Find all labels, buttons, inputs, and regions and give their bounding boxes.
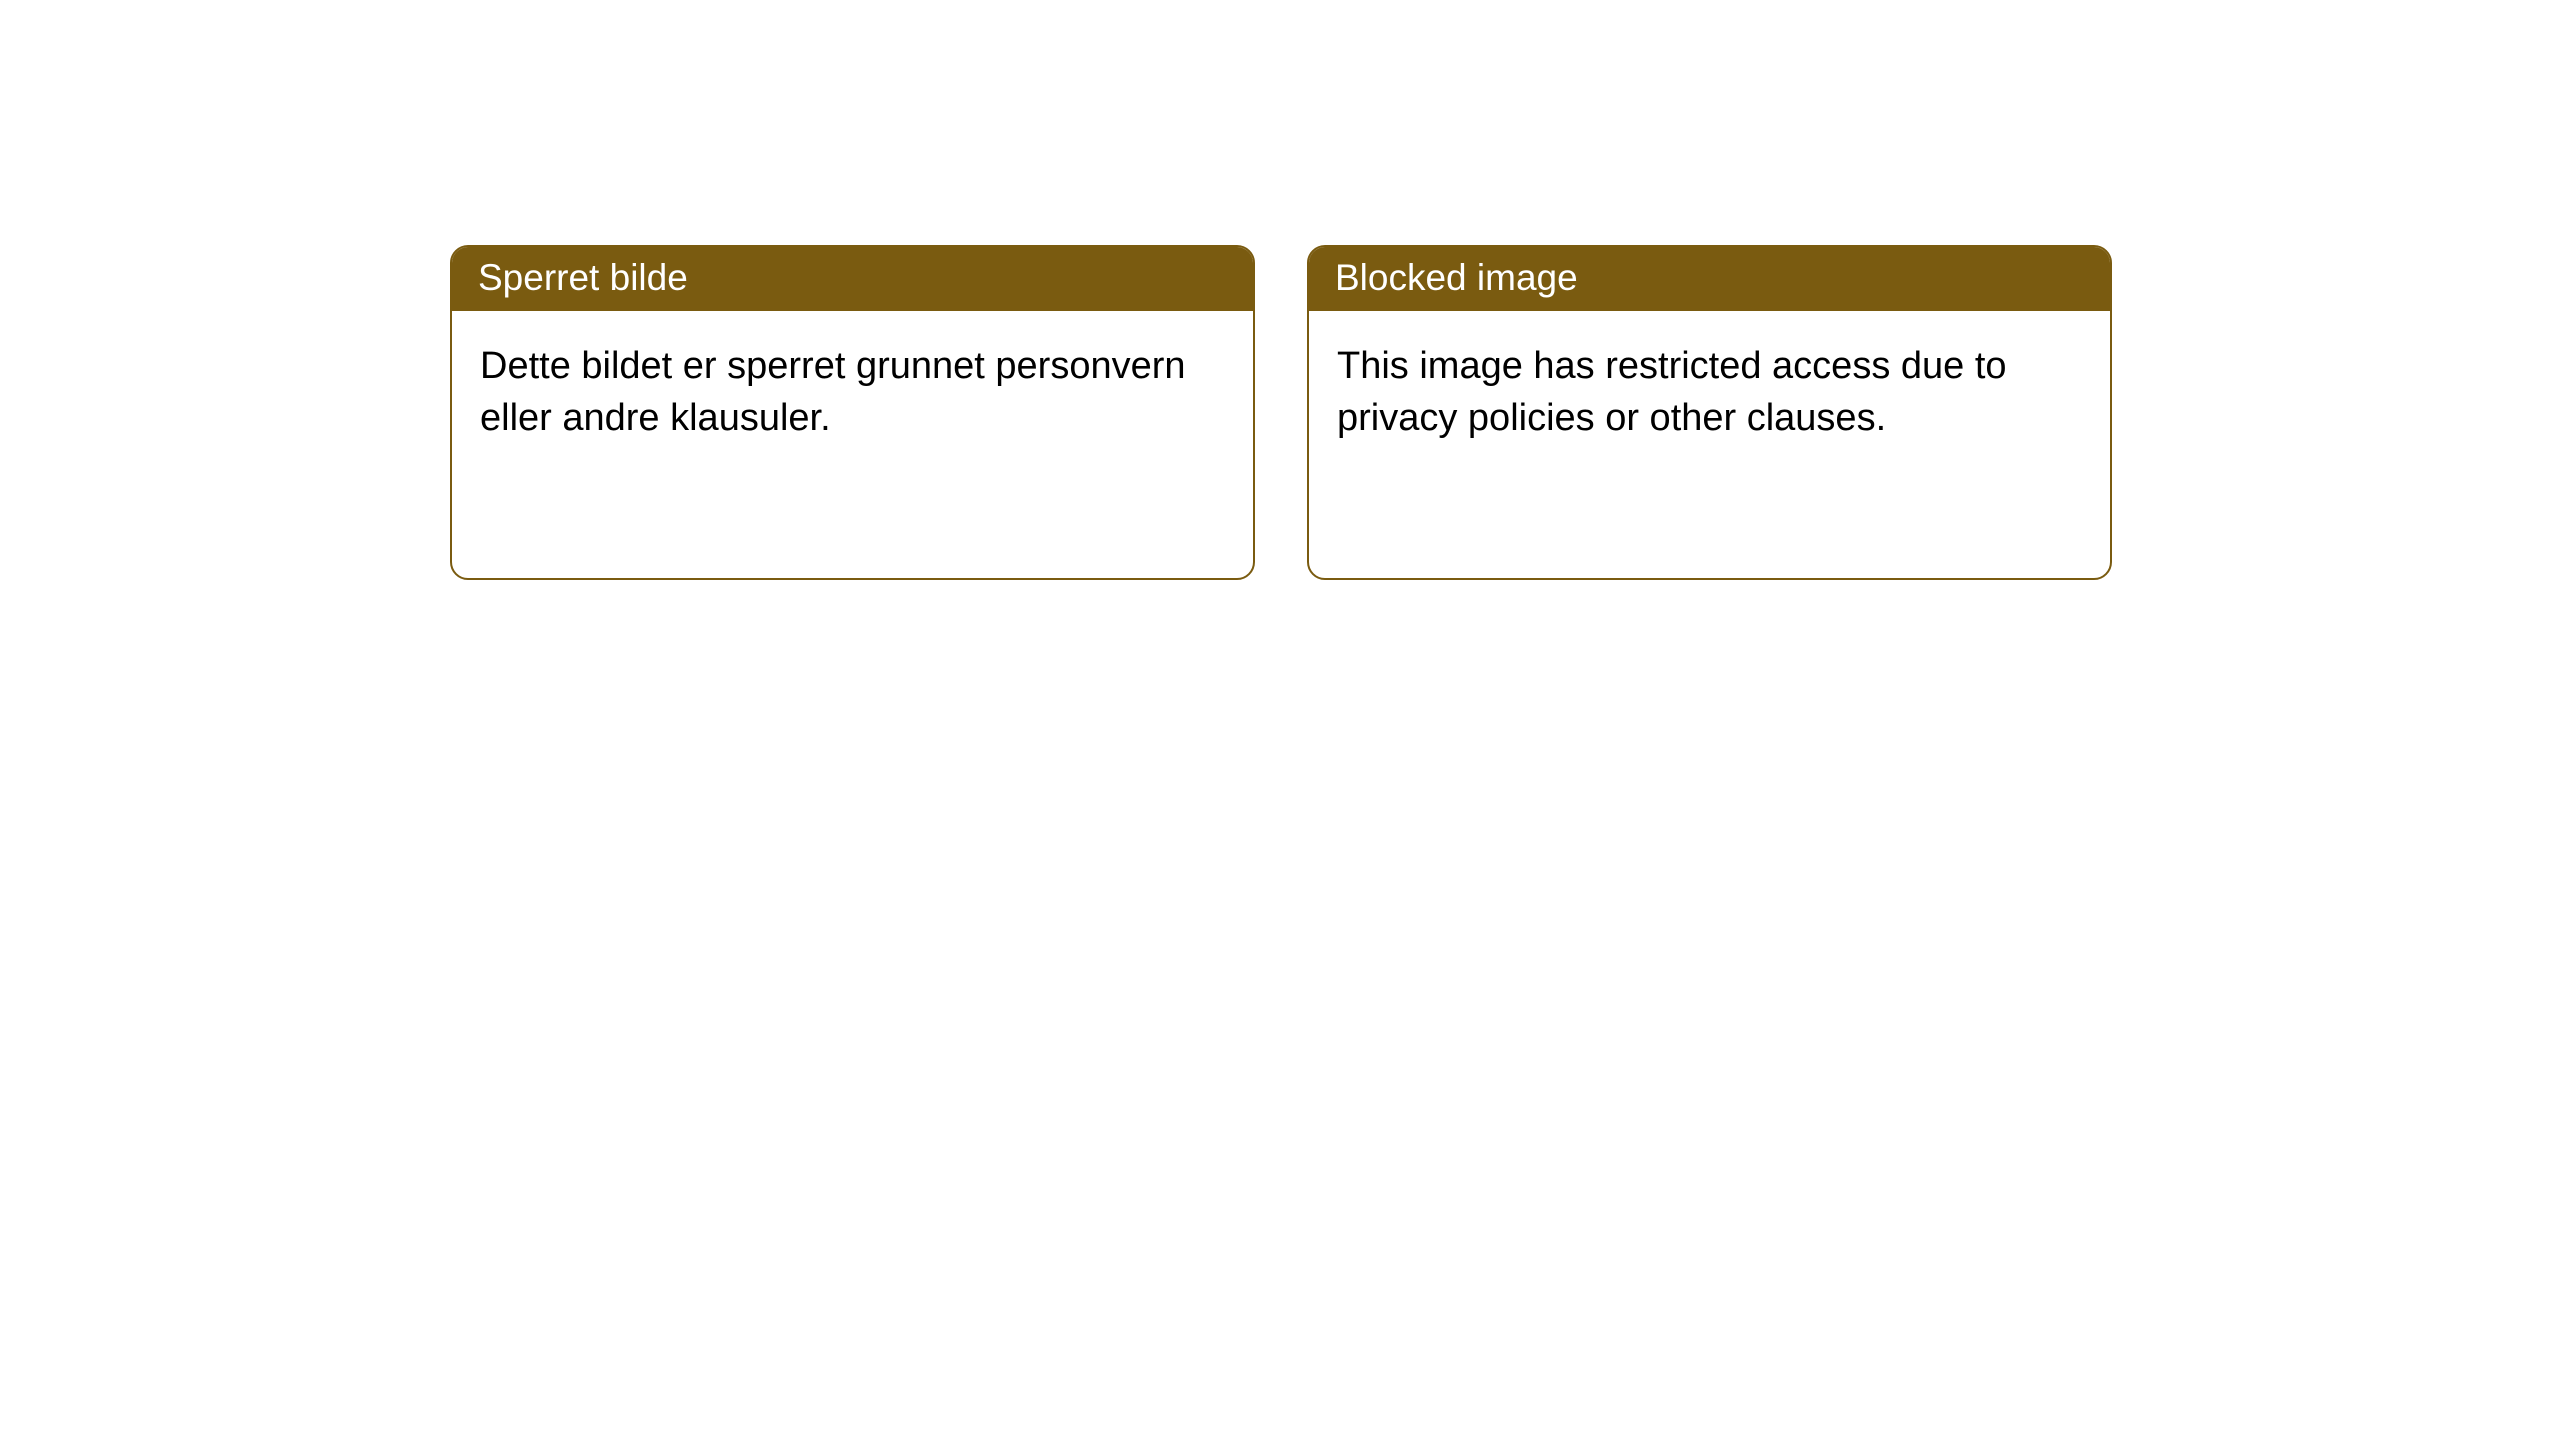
notice-header-norwegian: Sperret bilde <box>452 247 1253 311</box>
notice-header-english: Blocked image <box>1309 247 2110 311</box>
notice-body-norwegian: Dette bildet er sperret grunnet personve… <box>452 311 1253 474</box>
notice-box-norwegian: Sperret bilde Dette bildet er sperret gr… <box>450 245 1255 580</box>
notice-box-english: Blocked image This image has restricted … <box>1307 245 2112 580</box>
notice-body-english: This image has restricted access due to … <box>1309 311 2110 474</box>
notice-container: Sperret bilde Dette bildet er sperret gr… <box>0 0 2560 580</box>
